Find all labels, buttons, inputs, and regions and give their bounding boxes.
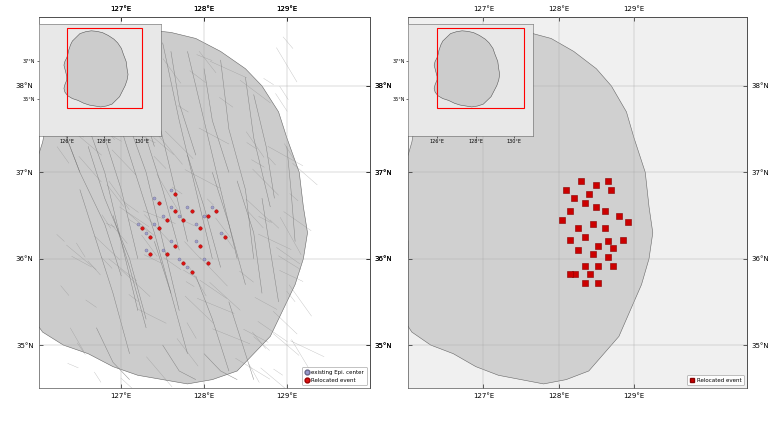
Legend: Relocated event: Relocated event <box>688 375 744 385</box>
Polygon shape <box>397 30 653 384</box>
Legend: existing Epi. center, Relocated event: existing Epi. center, Relocated event <box>302 367 367 385</box>
Polygon shape <box>26 30 307 384</box>
